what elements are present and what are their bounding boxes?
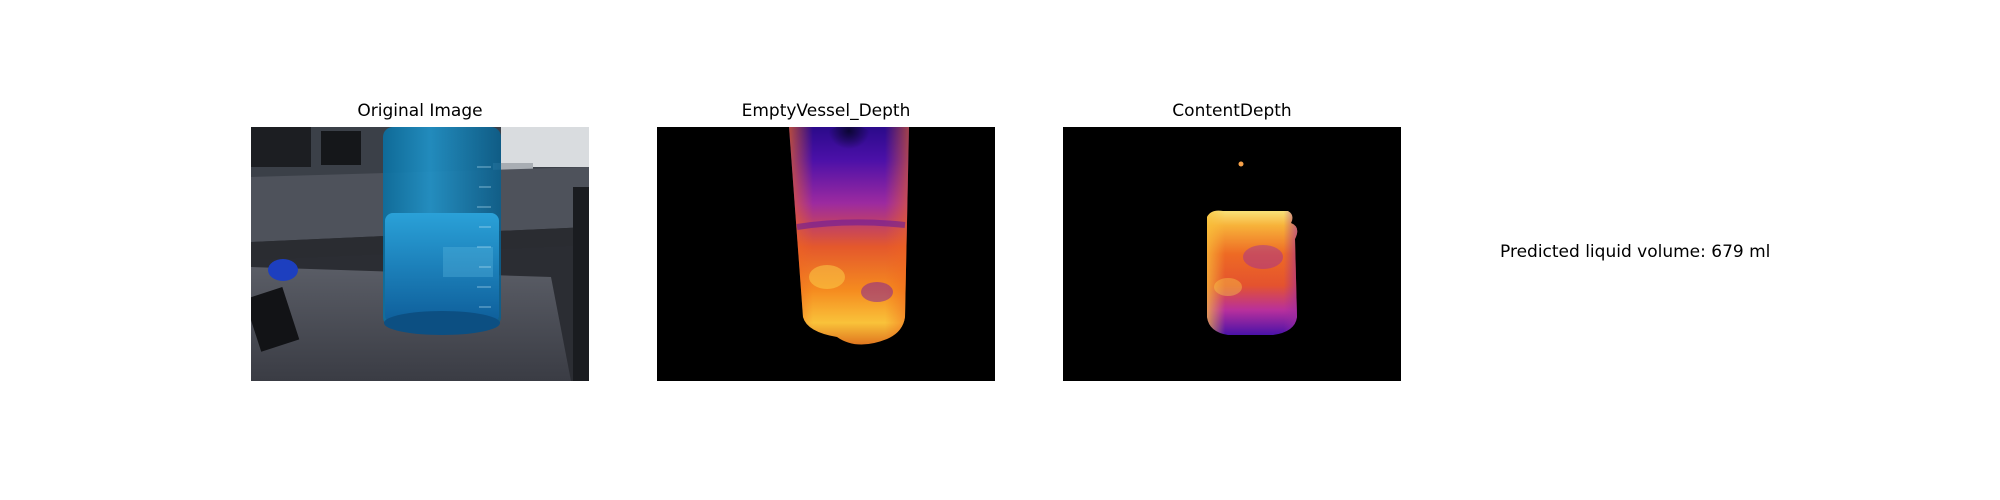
- empty-vessel-depth-map: [657, 127, 995, 381]
- content-depth-map: [1063, 127, 1401, 381]
- original-image: [251, 127, 589, 381]
- content-depth-image: [1063, 127, 1401, 381]
- empty-vessel-depth-image: [657, 127, 995, 381]
- panel-title-original-image: Original Image: [357, 101, 483, 121]
- panel-title-empty-vessel-depth: EmptyVessel_Depth: [741, 101, 911, 121]
- predicted-volume-text: Predicted liquid volume: 679 ml: [1500, 242, 1771, 262]
- original-photo: [251, 127, 589, 381]
- panel-title-content-depth: ContentDepth: [1172, 101, 1292, 121]
